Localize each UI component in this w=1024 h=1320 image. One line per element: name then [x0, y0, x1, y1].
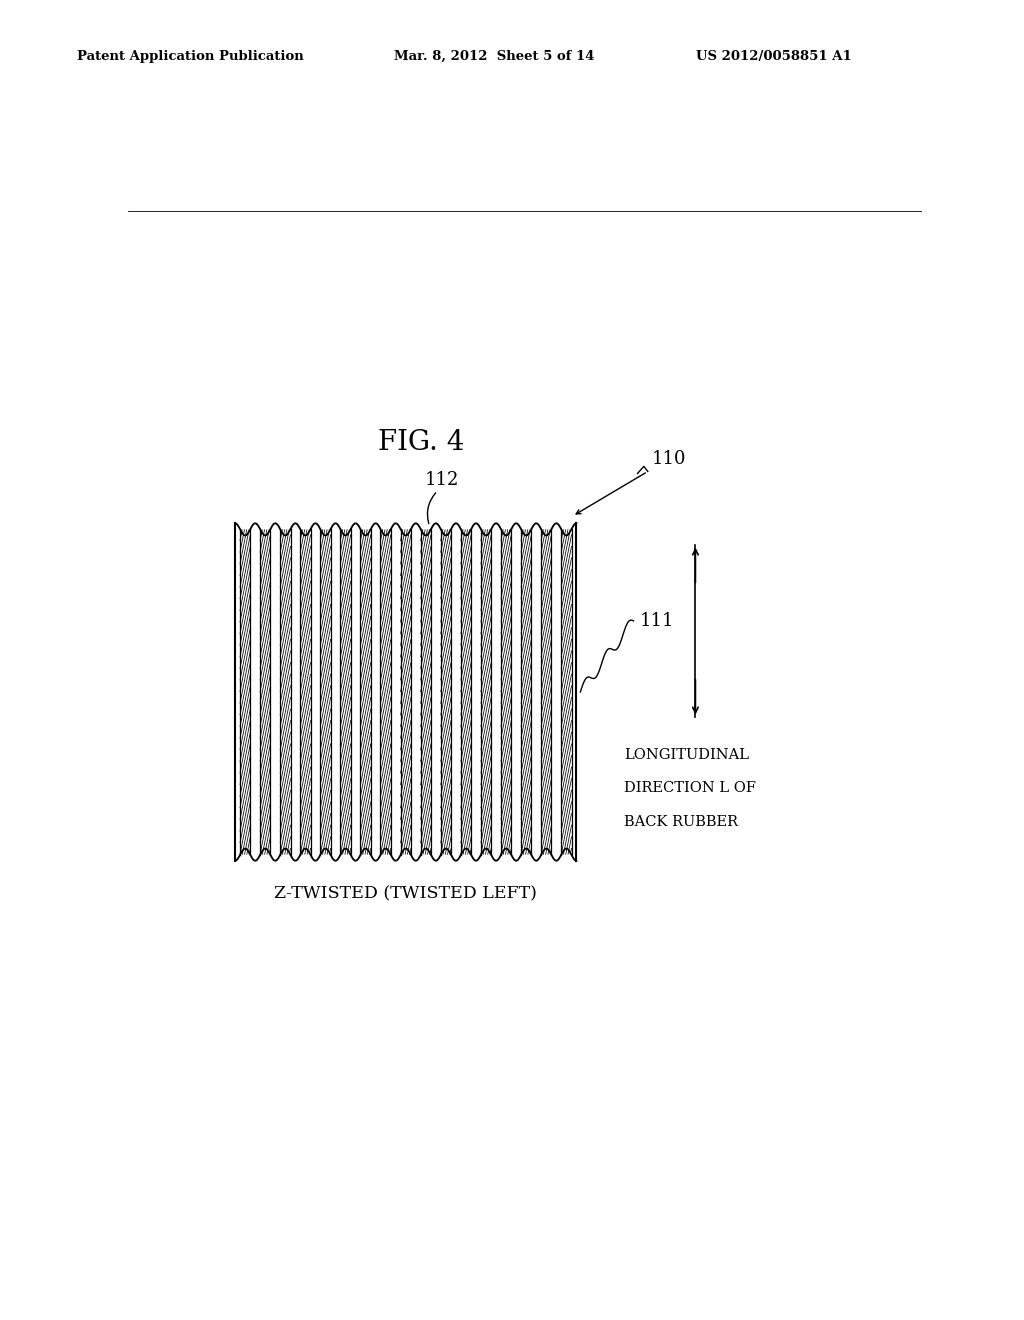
Bar [481, 529, 492, 854]
Text: LONGITUDINAL: LONGITUDINAL [624, 748, 749, 762]
Bar [381, 529, 391, 854]
Bar [541, 529, 552, 854]
Text: 112: 112 [424, 471, 459, 488]
Text: Mar. 8, 2012  Sheet 5 of 14: Mar. 8, 2012 Sheet 5 of 14 [394, 50, 595, 63]
Bar [501, 529, 511, 854]
Bar [360, 529, 371, 854]
Text: US 2012/0058851 A1: US 2012/0058851 A1 [696, 50, 852, 63]
Bar [300, 529, 310, 854]
Bar [340, 529, 351, 854]
Bar [236, 529, 577, 854]
Text: BACK RUBBER: BACK RUBBER [624, 814, 738, 829]
Text: DIRECTION L OF: DIRECTION L OF [624, 781, 756, 796]
Bar [421, 529, 431, 854]
Bar [400, 529, 411, 854]
Bar [321, 529, 331, 854]
Bar [440, 529, 452, 854]
Bar [561, 529, 571, 854]
Bar [521, 529, 531, 854]
Text: FIG. 4: FIG. 4 [379, 429, 465, 457]
Text: 110: 110 [652, 450, 686, 469]
Bar [461, 529, 471, 854]
Text: 111: 111 [640, 612, 675, 630]
Bar [281, 529, 291, 854]
Text: Z-TWISTED (TWISTED LEFT): Z-TWISTED (TWISTED LEFT) [274, 886, 538, 902]
Text: Patent Application Publication: Patent Application Publication [77, 50, 303, 63]
Bar [240, 529, 251, 854]
Bar [260, 529, 270, 854]
